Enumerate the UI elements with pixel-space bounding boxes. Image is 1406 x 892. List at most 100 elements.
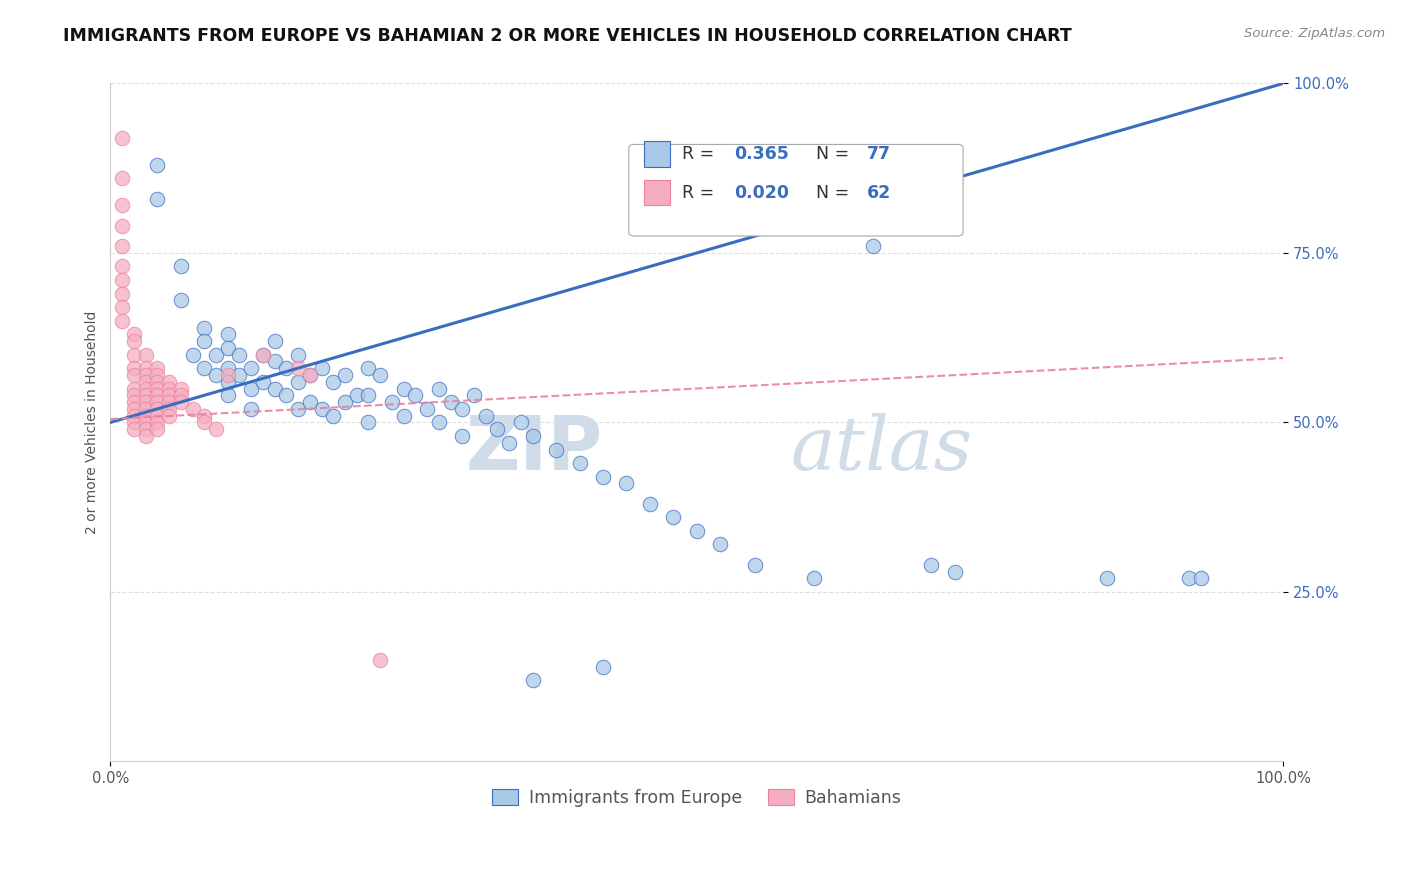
Point [111, 171, 134, 186]
Point [217, 341, 239, 355]
Point [193, 416, 215, 430]
Point [146, 401, 169, 416]
Point [181, 401, 204, 416]
Point [803, 571, 825, 585]
Point [228, 348, 250, 362]
Text: ZIP: ZIP [465, 413, 603, 486]
Text: N =: N = [817, 145, 855, 163]
Text: atlas: atlas [790, 413, 973, 486]
Point [111, 130, 134, 145]
Point [276, 361, 298, 376]
Point [217, 327, 239, 342]
Point [463, 388, 485, 402]
Point [111, 198, 134, 212]
Point [368, 368, 391, 382]
Point [217, 388, 239, 402]
Point [170, 293, 193, 308]
Point [146, 361, 169, 376]
Point [357, 388, 380, 402]
Point [135, 416, 157, 430]
Point [357, 361, 380, 376]
Point [744, 558, 766, 572]
Point [135, 422, 157, 436]
Point [122, 388, 145, 402]
Point [170, 382, 193, 396]
Point [122, 361, 145, 376]
Bar [644, 141, 669, 167]
Point [135, 409, 157, 423]
Point [111, 273, 134, 287]
Point [920, 558, 942, 572]
Point [287, 361, 309, 376]
Point [404, 388, 426, 402]
Point [357, 416, 380, 430]
Point [122, 401, 145, 416]
Point [616, 476, 638, 491]
Text: 62: 62 [868, 184, 891, 202]
Text: R =: R = [682, 184, 720, 202]
Point [368, 653, 391, 667]
Point [135, 375, 157, 389]
Point [592, 469, 614, 483]
Point [638, 497, 661, 511]
Point [122, 382, 145, 396]
Point [392, 382, 415, 396]
Point [486, 422, 509, 436]
Point [298, 368, 321, 382]
Point [263, 334, 285, 348]
Point [287, 375, 309, 389]
Point [146, 158, 169, 172]
Point [439, 395, 461, 409]
Point [157, 409, 180, 423]
Text: N =: N = [817, 184, 855, 202]
Point [146, 409, 169, 423]
Text: R =: R = [682, 145, 720, 163]
Point [392, 409, 415, 423]
Bar [644, 179, 669, 205]
Point [135, 382, 157, 396]
Point [111, 300, 134, 314]
Text: 0.020: 0.020 [734, 184, 789, 202]
Point [111, 286, 134, 301]
Point [111, 219, 134, 233]
Point [522, 429, 544, 443]
Point [322, 409, 344, 423]
Point [346, 388, 368, 402]
Point [135, 388, 157, 402]
Point [474, 409, 496, 423]
Point [252, 375, 274, 389]
Point [157, 401, 180, 416]
Point [240, 401, 263, 416]
Point [263, 382, 285, 396]
Point [135, 368, 157, 382]
Point [205, 422, 228, 436]
Point [146, 382, 169, 396]
Point [135, 429, 157, 443]
Point [546, 442, 568, 457]
Point [217, 375, 239, 389]
Point [181, 348, 204, 362]
Point [157, 382, 180, 396]
Point [122, 327, 145, 342]
Point [498, 435, 520, 450]
Point [122, 348, 145, 362]
Point [333, 395, 356, 409]
Point [205, 348, 228, 362]
Point [146, 368, 169, 382]
Point [427, 382, 450, 396]
Point [217, 361, 239, 376]
Point [287, 348, 309, 362]
Point [157, 388, 180, 402]
Point [111, 239, 134, 253]
Point [263, 354, 285, 368]
FancyBboxPatch shape [628, 145, 963, 236]
Point [111, 260, 134, 274]
Point [193, 361, 215, 376]
Point [135, 348, 157, 362]
Point [122, 395, 145, 409]
Point [252, 348, 274, 362]
Point [522, 673, 544, 687]
Text: IMMIGRANTS FROM EUROPE VS BAHAMIAN 2 OR MORE VEHICLES IN HOUSEHOLD CORRELATION C: IMMIGRANTS FROM EUROPE VS BAHAMIAN 2 OR … [63, 27, 1071, 45]
Point [170, 395, 193, 409]
Point [205, 368, 228, 382]
